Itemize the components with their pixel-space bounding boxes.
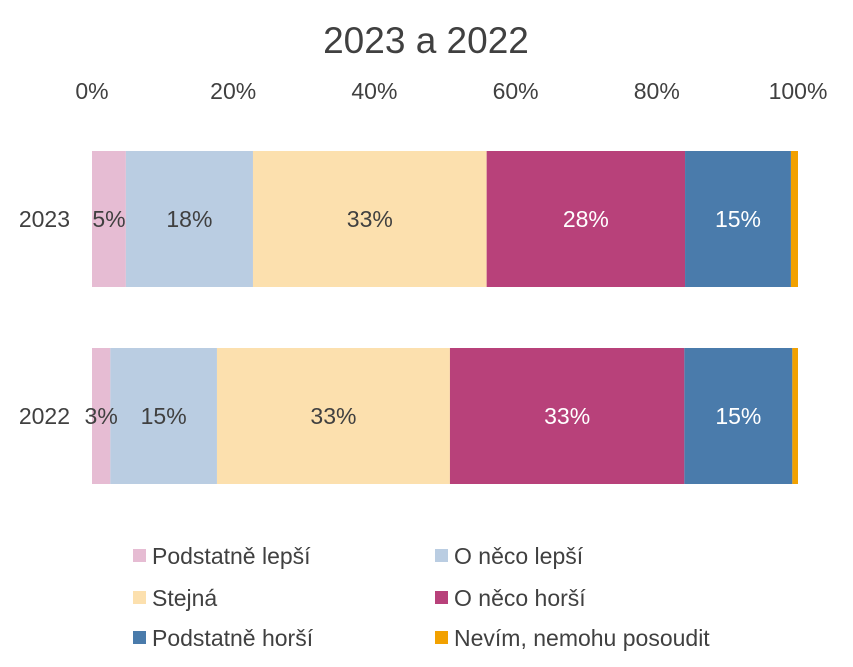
x-tick-label: 20%: [210, 78, 256, 104]
x-tick-label: 0%: [75, 78, 108, 104]
legend-label: O něco horší: [454, 585, 586, 611]
legend-label: Podstatně horší: [152, 625, 314, 651]
bar-segment: [684, 348, 793, 484]
bar-segment: [216, 348, 450, 484]
data-label: 15%: [141, 403, 187, 429]
legend-label: Nevím, nemohu posoudit: [454, 625, 710, 651]
category-label: 2022: [19, 403, 70, 429]
x-axis-ticks: 0% 20% 40% 60% 80% 100%: [75, 78, 827, 104]
data-label: 33%: [544, 403, 590, 429]
data-label: 33%: [310, 403, 356, 429]
legend-swatch: [435, 549, 448, 562]
legend-label: O něco lepší: [454, 543, 584, 569]
legend-swatch: [133, 631, 146, 644]
x-tick-label: 100%: [769, 78, 828, 104]
bar-segment: [92, 151, 126, 287]
legend-swatch: [435, 591, 448, 604]
bars: [92, 151, 798, 484]
bar-segment: [685, 151, 791, 287]
legend-swatch: [133, 549, 146, 562]
x-tick-label: 40%: [351, 78, 397, 104]
data-label: 15%: [715, 206, 761, 232]
bar-segment: [252, 151, 487, 287]
data-label: 18%: [166, 206, 212, 232]
bar-segment: [449, 348, 685, 484]
x-tick-label: 80%: [634, 78, 680, 104]
legend: Podstatně lepší O něco lepší Stejná O něco …: [133, 543, 710, 651]
legend-label: Stejná: [152, 585, 217, 611]
bar-segment: [790, 151, 798, 287]
legend-swatch: [435, 631, 448, 644]
bar-segment: [92, 348, 111, 484]
legend-label: Podstatně lepší: [152, 543, 311, 569]
bar-segment: [486, 151, 686, 287]
y-axis-labels: 2023 2022: [19, 206, 70, 429]
bar-segment: [125, 151, 253, 287]
bar-segment: [792, 348, 798, 484]
data-label: 28%: [563, 206, 609, 232]
category-label: 2023: [19, 206, 70, 232]
data-labels: 5% 18% 33% 28% 15% 3% 15% 33% 33% 15%: [85, 206, 762, 429]
data-label: 15%: [715, 403, 761, 429]
legend-swatch: [133, 591, 146, 604]
bar-segment: [110, 348, 217, 484]
data-label: 33%: [347, 206, 393, 232]
chart-title: 2023 a 2022: [323, 20, 529, 61]
data-label: 3%: [85, 403, 118, 429]
data-label: 5%: [92, 206, 125, 232]
x-tick-label: 60%: [493, 78, 539, 104]
